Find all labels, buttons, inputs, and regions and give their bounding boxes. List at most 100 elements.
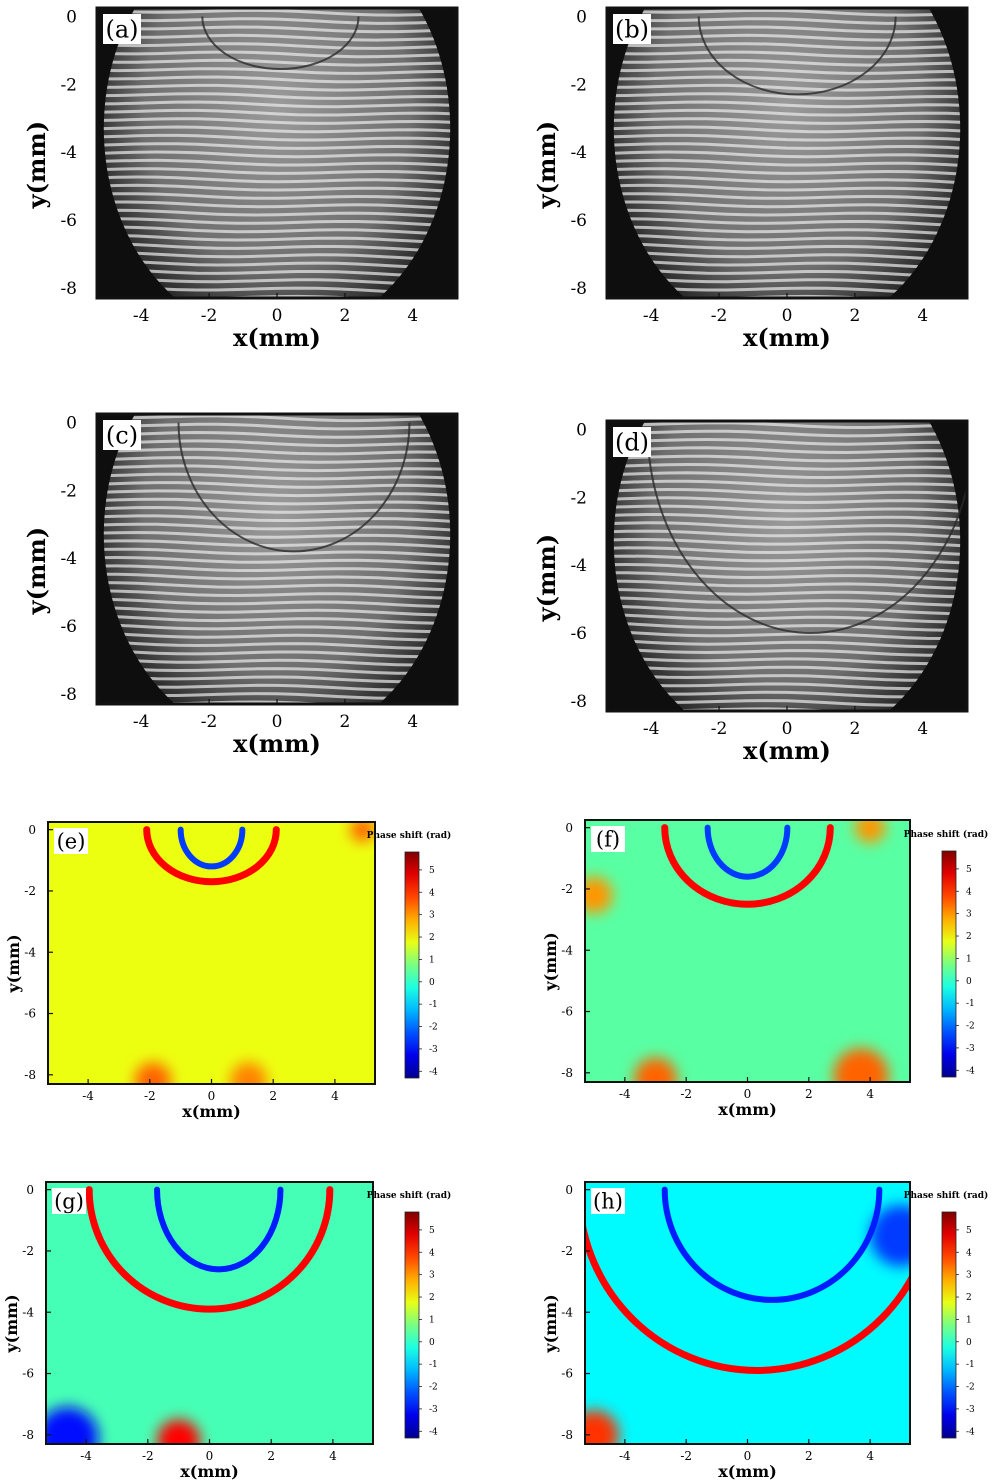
panel-label: (h)	[593, 1189, 623, 1213]
x-tick-label: 4	[329, 1449, 337, 1463]
x-tick-label: 4	[866, 1087, 874, 1101]
y-tick-label: -2	[60, 481, 77, 501]
panel-label: (f)	[596, 827, 620, 851]
shock-front-arc	[201, 16, 360, 70]
x-tick-label: -2	[680, 1087, 692, 1101]
colorbar-tick-label: 4	[966, 887, 972, 897]
x-tick-label: -4	[133, 306, 150, 326]
colorbar-tick-label: -4	[966, 1427, 975, 1437]
x-tick-label: 4	[917, 719, 928, 739]
y-tick-label: -8	[561, 1066, 573, 1080]
colorbar-tick-label: 2	[966, 1293, 972, 1303]
colorbar-tick-label: 2	[429, 1293, 435, 1303]
colorbar	[941, 850, 957, 1078]
y-tick-label: -6	[60, 211, 77, 231]
y-tick-label: -6	[22, 1367, 34, 1381]
colorbar-tick-label: -4	[429, 1427, 438, 1437]
y-tick-label: -6	[561, 1005, 573, 1019]
x-tick-label: -2	[142, 1449, 154, 1463]
phase-blob	[585, 876, 613, 914]
y-tick-label: -2	[60, 75, 77, 95]
phase-blob	[634, 1057, 677, 1082]
colorbar-title: Phase shift (rad)	[367, 1190, 452, 1201]
panel-label-box	[54, 828, 88, 854]
x-tick-label: -4	[619, 1087, 631, 1101]
plot-area-b	[607, 8, 967, 298]
y-axis-label: y(mm)	[532, 534, 561, 622]
y-tick-label: -8	[60, 685, 77, 705]
colorbar-tick-label: 0	[429, 978, 435, 988]
shock-front-arc	[177, 422, 411, 553]
x-tick-label: 2	[805, 1087, 813, 1101]
y-tick-label: -4	[561, 1305, 573, 1319]
plot-area-e	[48, 822, 375, 1084]
y-tick-label: -6	[561, 1367, 573, 1381]
y-tick-label: -2	[570, 75, 587, 95]
y-tick-label: -2	[24, 884, 36, 898]
colorbar-title: Phase shift (rad)	[367, 830, 452, 841]
x-tick-label: -2	[201, 306, 218, 326]
plot-area-a	[97, 8, 457, 298]
y-tick-label: -4	[60, 549, 77, 569]
y-tick-label: -2	[570, 488, 587, 508]
panel-label: (g)	[54, 1189, 84, 1213]
x-tick-label: -2	[144, 1089, 156, 1103]
x-tick-label: 0	[206, 1449, 214, 1463]
x-tick-label: 2	[805, 1449, 813, 1463]
x-axis-label: x(mm)	[182, 1102, 241, 1121]
x-tick-label: -4	[619, 1449, 631, 1463]
phase-background	[46, 1182, 373, 1444]
x-tick-label: 2	[267, 1449, 275, 1463]
colorbar-tick-label: 3	[429, 1271, 435, 1281]
x-tick-label: 4	[866, 1449, 874, 1463]
y-tick-label: -8	[24, 1068, 36, 1082]
colorbar-tick-label: -1	[966, 999, 975, 1009]
panel-label-box	[613, 427, 651, 457]
colorbar-tick-label: -3	[429, 1405, 438, 1415]
panel-label: (a)	[105, 15, 138, 43]
shock-front-arc	[143, 826, 280, 886]
inner-front-arc	[177, 826, 246, 870]
y-axis-label: y(mm)	[4, 934, 23, 993]
phase-blob	[157, 1419, 201, 1444]
x-tick-label: -2	[201, 712, 218, 732]
x-tick-label: -4	[82, 1089, 94, 1103]
x-tick-label: -4	[133, 712, 150, 732]
y-tick-label: -4	[570, 143, 587, 163]
x-tick-label: 0	[782, 719, 793, 739]
y-tick-label: -4	[24, 945, 36, 959]
panel-label: (c)	[106, 421, 138, 449]
y-tick-label: -4	[60, 143, 77, 163]
colorbar-title: Phase shift (rad)	[904, 829, 989, 840]
colorbar-tick-label: 4	[966, 1248, 972, 1258]
y-axis-label: y(mm)	[532, 121, 561, 209]
colorbar-tick-label: 5	[966, 865, 972, 875]
colorbar-tick-label: -1	[966, 1360, 975, 1370]
colorbar-tick-label: -2	[429, 1383, 438, 1393]
panel-f: Phase shift (rad) 5 4 3 2 1 0 -1 -2 -3 -4 (f) -4 -2 0 2…	[541, 819, 989, 1119]
colorbar-tick-label: 0	[966, 977, 972, 987]
shock-front-arc	[646, 429, 967, 634]
y-tick-label: 0	[26, 1183, 34, 1197]
x-tick-label: 0	[744, 1449, 752, 1463]
y-axis-label: y(mm)	[22, 527, 51, 615]
y-tick-label: -4	[570, 556, 587, 576]
colorbar-tick-label: 1	[429, 955, 435, 965]
x-tick-label: 0	[272, 306, 283, 326]
colorbar-tick-label: -1	[429, 1360, 438, 1370]
phase-blob	[854, 820, 886, 843]
colorbar-tick-label: 1	[966, 954, 972, 964]
phase-background	[585, 820, 910, 1082]
phase-background	[585, 1182, 910, 1444]
x-tick-label: 0	[782, 306, 793, 326]
panel-label-box	[103, 420, 141, 450]
y-tick-label: -8	[570, 279, 587, 299]
colorbar-tick-label: -2	[966, 1022, 975, 1032]
colorbar-title: Phase shift (rad)	[904, 1190, 989, 1201]
x-tick-label: 0	[208, 1089, 216, 1103]
colorbar-tick-label: 1	[429, 1315, 435, 1325]
x-axis-label: x(mm)	[743, 736, 831, 765]
colorbar	[941, 1211, 957, 1439]
x-axis-label: x(mm)	[718, 1100, 777, 1119]
plot-area-c	[97, 414, 457, 704]
